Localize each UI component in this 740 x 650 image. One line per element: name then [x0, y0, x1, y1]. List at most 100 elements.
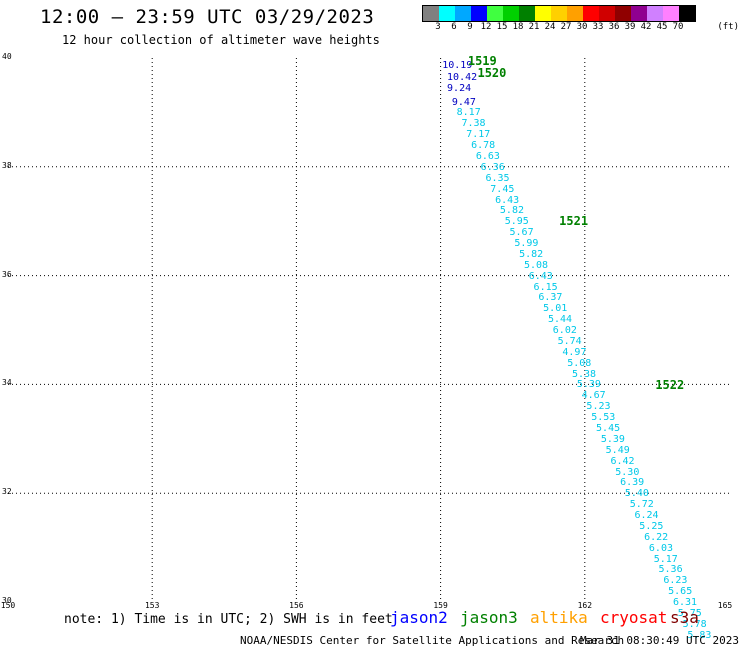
wave-height-value: 5.44	[547, 314, 573, 326]
wave-height-value: 6.78	[471, 140, 496, 152]
wave-height-value: 5.82	[519, 248, 544, 260]
wave-height-value: 5.45	[596, 423, 621, 434]
wave-height-value: 6.43	[495, 194, 520, 206]
satellite-name: jason2	[390, 608, 448, 627]
legend-label: 70	[672, 22, 684, 32]
wave-height-value: 5.99	[514, 238, 539, 250]
wave-height-value: 7.38	[461, 118, 486, 130]
legend-swatch	[647, 6, 663, 21]
legend-swatch	[663, 6, 679, 21]
lat-tick-label: 40	[2, 52, 12, 61]
legend-swatch	[519, 6, 535, 21]
wave-height-value: 5.83	[687, 629, 712, 641]
wave-height-value: 7.45	[490, 183, 515, 195]
wave-height-value: 5.39	[576, 379, 601, 391]
wave-height-value: 5.38	[572, 368, 597, 380]
wave-height-value: 9.47	[451, 96, 476, 108]
wave-height-value: 4.97	[562, 346, 587, 358]
wave-height-value: 5.95	[504, 216, 529, 228]
lon-tick-label: 150	[0, 601, 16, 610]
wave-height-value: 6.42	[610, 455, 635, 467]
wave-height-value: 5.49	[605, 444, 630, 456]
satellite-name: s3a	[670, 608, 699, 627]
wave-height-value: 5.25	[639, 520, 664, 532]
lon-tick-label: 156	[289, 601, 304, 610]
legend-swatch	[551, 6, 567, 21]
legend-swatch	[615, 6, 631, 21]
lat-tick-label: 36	[2, 269, 12, 279]
wave-height-value: 6.37	[538, 292, 563, 304]
legend-swatch	[503, 6, 519, 21]
legend-label: 3	[435, 22, 441, 32]
wave-height-value: 4.67	[581, 390, 606, 402]
lat-tick-label: 32	[2, 487, 12, 497]
wave-height-value: 6.63	[475, 151, 500, 162]
wave-height-value: 5.36	[658, 564, 683, 576]
credit-text: NOAA/NESDIS Center for Satellite Applica…	[240, 634, 625, 647]
wave-height-value: 5.30	[615, 466, 640, 478]
wave-height-value: 10.42	[447, 72, 478, 84]
legend-label: 36	[608, 22, 620, 32]
legend-label: 6	[451, 22, 457, 32]
pass-number: 1519	[467, 53, 497, 68]
map-title: 12:00 – 23:59 UTC 03/29/2023	[40, 6, 375, 28]
wave-height-value: 5.08	[567, 357, 592, 369]
lat-tick-label: 38	[2, 160, 12, 170]
wave-height-value: 8.17	[456, 107, 481, 119]
legend-label: 27	[560, 22, 572, 32]
wave-height-value: 5.75	[677, 607, 702, 619]
wave-height-value: 6.15	[533, 281, 558, 293]
legend-swatch	[471, 6, 487, 21]
wave-height-value: 5.39	[600, 433, 625, 445]
pass-number: 1522	[655, 378, 685, 393]
legend-label: 9	[467, 22, 473, 32]
legend-swatch	[583, 6, 599, 21]
lon-tick-label: 165	[717, 601, 733, 610]
legend-swatch	[423, 6, 439, 21]
legend-swatch	[455, 6, 471, 21]
wave-height-value: 6.24	[634, 510, 659, 522]
legend-unit: (ft)	[717, 22, 739, 32]
wave-height-value: 5.53	[591, 412, 616, 424]
legend-label: 24	[544, 22, 556, 32]
wave-height-value: 10.19	[442, 60, 473, 72]
pass-number: 1520	[477, 66, 507, 81]
legend-label: 30	[576, 22, 588, 32]
legend-swatch	[679, 6, 695, 21]
lat-tick-label: 34	[2, 378, 12, 388]
wave-height-value: 5.23	[586, 401, 611, 413]
wave-height-value: 6.23	[663, 575, 688, 587]
wave-height-value: 5.72	[629, 499, 654, 511]
wave-height-value: 6.36	[480, 161, 505, 173]
satellite-name: jason3	[460, 608, 518, 627]
wave-height-value: 9.24	[447, 83, 472, 94]
legend-label: 33	[592, 22, 604, 32]
lon-tick-label: 153	[144, 601, 160, 610]
wave-height-value: 5.78	[682, 618, 707, 630]
wave-height-value: 6.02	[552, 325, 577, 337]
legend-label: 12	[480, 22, 492, 32]
wave-height-value: 5.40	[624, 488, 649, 500]
lon-tick-label: 162	[577, 601, 593, 610]
wave-height-value: 6.43	[528, 270, 553, 282]
legend-label: 15	[496, 22, 508, 32]
legend-swatch	[631, 6, 647, 21]
generated-timestamp: Mar 31 08:30:49 UTC 2023	[580, 634, 739, 647]
satellite-name: cryosat	[600, 608, 668, 627]
wave-height-value: 5.08	[523, 259, 549, 271]
wave-height-value: 6.35	[485, 172, 510, 184]
wave-height-value: 5.74	[557, 335, 582, 347]
legend-swatch	[487, 6, 503, 21]
legend-swatch	[567, 6, 583, 21]
legend-label: 45	[656, 22, 668, 32]
map-grid	[8, 58, 729, 602]
satellite-name: altika	[530, 608, 588, 627]
lat-tick-label: 30	[2, 596, 12, 605]
wave-height-value: 6.39	[620, 477, 645, 489]
color-legend	[422, 5, 696, 22]
legend-swatch	[535, 6, 551, 21]
wave-height-value: 7.17	[466, 129, 491, 141]
wave-height-value: 5.17	[653, 553, 678, 565]
wave-height-value: 6.03	[648, 542, 673, 554]
